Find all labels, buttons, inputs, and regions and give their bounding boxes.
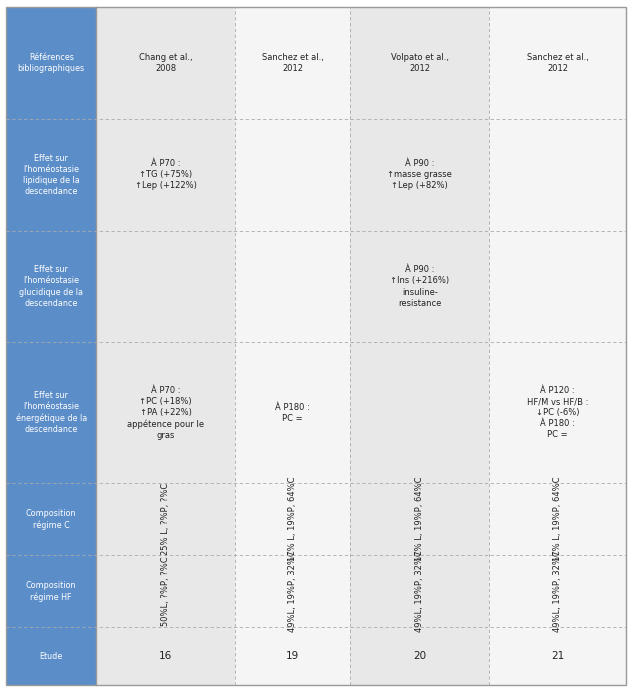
Text: 17% L, 19%P, 64%C: 17% L, 19%P, 64%C xyxy=(415,477,424,561)
Bar xyxy=(236,555,350,628)
Bar xyxy=(6,7,96,119)
Bar xyxy=(236,343,350,483)
Bar xyxy=(96,343,236,483)
Bar xyxy=(6,628,96,685)
Bar xyxy=(6,483,96,555)
Bar xyxy=(350,343,489,483)
Text: 17% L, 19%P, 64%C: 17% L, 19%P, 64%C xyxy=(288,477,297,561)
Text: 49%L, 19%P, 32%C: 49%L, 19%P, 32%C xyxy=(415,550,424,632)
Bar xyxy=(96,628,236,685)
Text: Effet sur
l'homéostasie
lipidique de la
descendance: Effet sur l'homéostasie lipidique de la … xyxy=(23,154,80,196)
Text: 20: 20 xyxy=(413,651,427,662)
Bar xyxy=(350,628,489,685)
Text: 25% L, ?%P, ?%C: 25% L, ?%P, ?%C xyxy=(161,483,170,555)
Text: Références
bibliographiques: Références bibliographiques xyxy=(18,53,85,73)
Bar xyxy=(350,483,489,555)
Text: À P90 :
↑Ins (+216%)
insuline-
resistance: À P90 : ↑Ins (+216%) insuline- resistanc… xyxy=(390,265,449,308)
Text: À P180 :
PC =: À P180 : PC = xyxy=(276,403,310,423)
Bar xyxy=(489,483,626,555)
Text: À P120 :
HF/M vs HF/B :
↓PC (-6%)
À P180 :
PC =: À P120 : HF/M vs HF/B : ↓PC (-6%) À P180… xyxy=(527,386,588,439)
Text: Effet sur
l'homéostasie
énergétique de la
descendance: Effet sur l'homéostasie énergétique de l… xyxy=(16,391,87,434)
Text: Sanchez et al.,
2012: Sanchez et al., 2012 xyxy=(526,53,588,73)
Bar xyxy=(96,119,236,230)
Bar xyxy=(96,483,236,555)
Text: Volpato et al.,
2012: Volpato et al., 2012 xyxy=(391,53,449,73)
Bar xyxy=(236,119,350,230)
Bar xyxy=(96,555,236,628)
Bar xyxy=(236,483,350,555)
Text: Sanchez et al.,
2012: Sanchez et al., 2012 xyxy=(262,53,324,73)
Text: 19: 19 xyxy=(286,651,300,662)
Text: Effet sur
l'homéostasie
glucidique de la
descendance: Effet sur l'homéostasie glucidique de la… xyxy=(19,265,83,308)
Text: 49%L, 19%P, 32%C: 49%L, 19%P, 32%C xyxy=(288,550,297,632)
Text: Etude: Etude xyxy=(40,652,63,661)
Bar xyxy=(6,119,96,230)
Bar xyxy=(6,555,96,628)
Bar xyxy=(350,7,489,119)
Text: 16: 16 xyxy=(159,651,173,662)
Text: Composition
régime C: Composition régime C xyxy=(26,509,76,529)
Text: Chang et al.,
2008: Chang et al., 2008 xyxy=(139,53,193,73)
Bar xyxy=(350,230,489,343)
Text: À P70 :
↑TG (+75%)
↑Lep (+122%): À P70 : ↑TG (+75%) ↑Lep (+122%) xyxy=(135,159,197,190)
Bar xyxy=(489,230,626,343)
Bar xyxy=(6,230,96,343)
Text: 17% L, 19%P, 64%C: 17% L, 19%P, 64%C xyxy=(553,477,562,561)
Bar xyxy=(350,119,489,230)
Bar xyxy=(489,7,626,119)
Bar xyxy=(236,230,350,343)
Text: Composition
régime HF: Composition régime HF xyxy=(26,581,76,601)
Bar xyxy=(350,555,489,628)
Bar xyxy=(489,555,626,628)
Bar xyxy=(489,628,626,685)
Text: 49%L, 19%P, 32%C: 49%L, 19%P, 32%C xyxy=(553,550,562,632)
Bar xyxy=(236,7,350,119)
Bar xyxy=(489,119,626,230)
Bar xyxy=(489,343,626,483)
Text: 21: 21 xyxy=(551,651,564,662)
Bar xyxy=(236,628,350,685)
Bar xyxy=(96,7,236,119)
Bar xyxy=(6,343,96,483)
Bar xyxy=(96,230,236,343)
Text: 50%L, ?%P, ?%C: 50%L, ?%P, ?%C xyxy=(161,556,170,626)
Text: À P90 :
↑masse grasse
↑Lep (+82%): À P90 : ↑masse grasse ↑Lep (+82%) xyxy=(387,159,452,190)
Text: À P70 :
↑PC (+18%)
↑PA (+22%)
appétence pour le
gras: À P70 : ↑PC (+18%) ↑PA (+22%) appétence … xyxy=(127,385,204,439)
